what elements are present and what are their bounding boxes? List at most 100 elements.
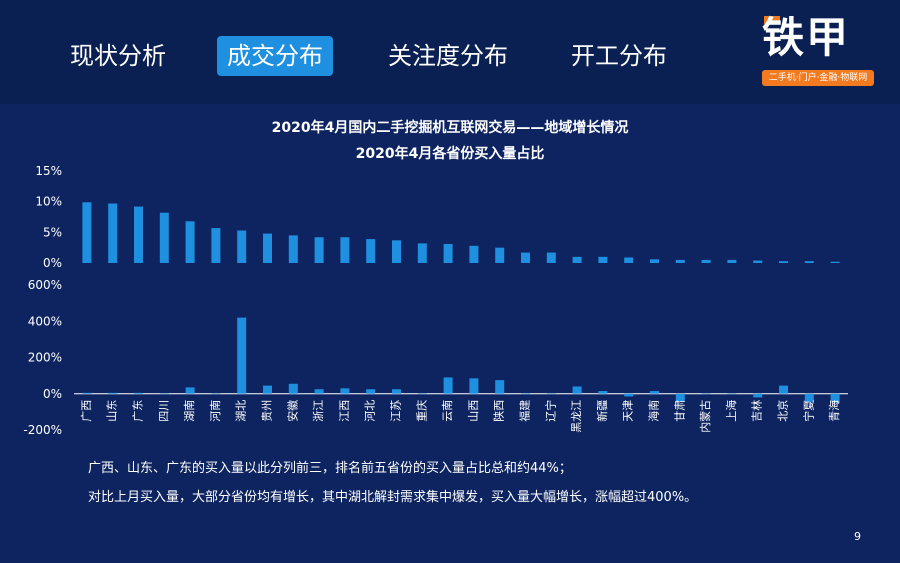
category-label: 湖北 (235, 400, 248, 422)
category-label: 云南 (441, 400, 454, 422)
category-label: 广东 (132, 400, 145, 422)
y-tick-label: -200% (23, 423, 62, 437)
category-label: 天津 (622, 400, 635, 422)
category-label: 辽宁 (543, 400, 557, 422)
bar-bottom (572, 386, 582, 394)
bar-top (443, 243, 453, 263)
bar-bottom (340, 388, 350, 394)
y-tick-label: 200% (28, 351, 62, 365)
category-label: 青海 (827, 400, 841, 422)
bar-top (701, 259, 711, 263)
bar-top (185, 221, 195, 263)
bar-bottom (624, 393, 634, 397)
bar-top (82, 202, 92, 263)
bar-bottom (779, 385, 788, 394)
y-tick-label: 0% (43, 256, 62, 270)
bar-bottom (159, 393, 169, 395)
bar-bottom (417, 393, 427, 395)
bar-bottom (804, 393, 814, 402)
category-label: 浙江 (312, 400, 325, 422)
bar-top (392, 240, 401, 263)
category-label: 海南 (647, 400, 661, 422)
bar-bottom (314, 389, 324, 394)
category-label: 黑龙江 (570, 400, 583, 433)
bar-bottom (134, 392, 143, 394)
category-label: 河北 (364, 400, 377, 422)
bar-top (624, 257, 634, 263)
category-label: 甘肃 (673, 400, 686, 422)
category-label: 四川 (157, 400, 170, 422)
bar-top (495, 247, 505, 263)
category-label: 山东 (106, 400, 119, 422)
category-label: 重庆 (414, 400, 428, 422)
bar-bottom (727, 393, 737, 395)
bar-top (598, 256, 608, 263)
category-label: 福建 (518, 400, 532, 422)
bar-top (804, 261, 814, 263)
category-label: 广西 (80, 400, 93, 422)
category-label: 新疆 (595, 400, 609, 422)
y-tick-label: 15% (35, 164, 62, 178)
tab-operation-distribution[interactable]: 开工分布 (571, 42, 667, 70)
bar-top (572, 256, 582, 263)
y-tick-label: 5% (43, 225, 62, 239)
bar-top (159, 212, 169, 263)
bar-bottom (521, 393, 530, 395)
note-line-1: 广西、山东、广东的买入量以此分列前三，排名前五省份的买入量占比总和约44%； (88, 461, 572, 476)
bar-bottom (546, 393, 556, 395)
bar-bottom (675, 393, 685, 402)
bar-top (727, 259, 737, 263)
bar-top (650, 259, 659, 263)
bar-bottom (443, 377, 453, 394)
category-label: 江苏 (390, 400, 403, 422)
bar-top (288, 235, 298, 263)
bar-bottom (701, 393, 711, 395)
category-label: 内蒙古 (698, 400, 712, 433)
bar-top (108, 203, 118, 263)
logo-tagline: 二手机·门户·金融·物联网 (762, 70, 874, 86)
tab-transaction-distribution[interactable]: 成交分布 (217, 36, 333, 76)
bar-top (211, 228, 221, 263)
bar-top (366, 239, 376, 263)
y-tick-label: 600% (28, 278, 62, 292)
category-label: 吉林 (750, 400, 764, 422)
bar-top (546, 252, 556, 263)
bar-bottom (263, 385, 272, 394)
bar-bottom (237, 317, 247, 394)
chart-subtitle: 2020年4月各省份买入量占比 (355, 146, 545, 162)
logo-name: 铁甲 (762, 13, 851, 62)
bar-bottom (650, 391, 659, 394)
bar-bottom (366, 389, 376, 394)
bar-bottom (82, 392, 92, 394)
logo-accent-mark (764, 16, 780, 24)
category-label: 江西 (338, 400, 351, 422)
category-label: 北京 (776, 400, 790, 422)
category-label: 陕西 (492, 400, 506, 422)
bar-top (263, 233, 272, 263)
bar-top (779, 261, 788, 263)
category-label: 贵州 (261, 400, 274, 422)
page-number: 9 (854, 530, 861, 543)
bar-top (237, 230, 247, 263)
bar-bottom (392, 389, 401, 394)
category-label: 山西 (467, 400, 480, 422)
y-tick-label: 400% (28, 314, 62, 328)
bar-top (134, 206, 143, 263)
tab-attention-distribution[interactable]: 关注度分布 (388, 42, 508, 70)
category-label: 湖南 (183, 400, 196, 422)
category-label: 安徽 (285, 400, 299, 422)
bar-bottom (469, 378, 479, 394)
y-tick-label: 0% (43, 387, 62, 401)
category-label: 河南 (209, 400, 222, 422)
bar-bottom (495, 380, 505, 394)
bar-top (753, 260, 763, 263)
tab-status-analysis[interactable]: 现状分析 (70, 42, 166, 70)
bar-bottom (185, 387, 195, 394)
note-line-2: 对比上月买入量，大部分省份均有增长，其中湖北解封需求集中爆发，买入量大幅增长，涨… (88, 490, 698, 505)
bar-top (675, 259, 685, 263)
category-label: 上海 (724, 400, 738, 422)
bar-bottom (211, 393, 221, 395)
y-tick-label: 10% (35, 195, 62, 209)
bar-top (417, 243, 427, 263)
